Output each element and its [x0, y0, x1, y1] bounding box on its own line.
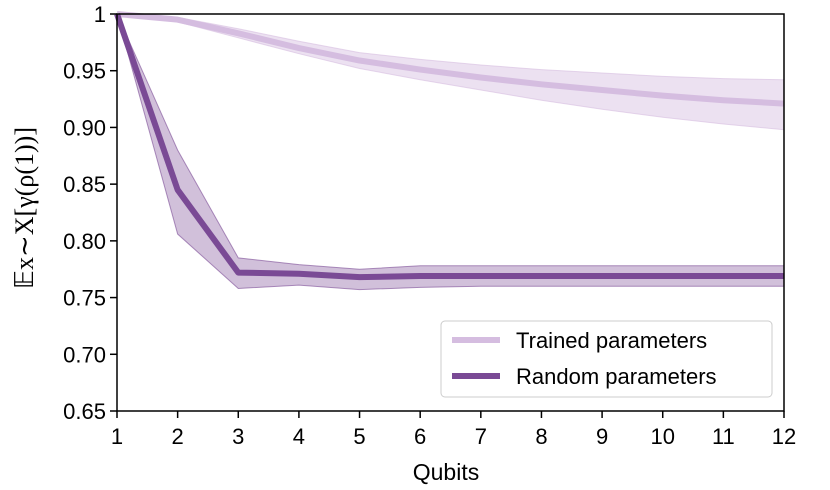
data-point-s0-5 — [358, 59, 362, 63]
series-lines — [114, 11, 785, 281]
x-tick-label-4: 4 — [293, 424, 305, 449]
data-point-s0-3 — [236, 31, 240, 35]
data-point-s0-8 — [539, 82, 543, 86]
y-tick-label-5: 0.90 — [63, 115, 106, 140]
y-axis-label: 𝔼x∼X[γ(ρ(1))] — [10, 127, 39, 289]
data-point-s0-10 — [661, 94, 665, 98]
x-tick-label-2: 2 — [172, 424, 184, 449]
data-point-s1-7 — [479, 274, 483, 278]
data-point-s1-9 — [600, 274, 604, 278]
x-tick-label-7: 7 — [475, 424, 487, 449]
data-point-s0-7 — [479, 76, 483, 80]
data-point-s1-10 — [661, 274, 665, 278]
y-tick-label-6: 0.95 — [63, 59, 106, 84]
data-point-s1-2 — [176, 188, 180, 192]
legend: Trained parameters Random parameters — [440, 320, 773, 398]
data-point-s0-9 — [600, 88, 604, 92]
data-point-s1-6 — [418, 274, 422, 278]
y-tick-label-3: 0.80 — [63, 229, 106, 254]
x-axis: 1 2 3 4 5 6 7 8 9 10 11 12 — [111, 411, 796, 449]
data-point-s1-4 — [297, 272, 301, 276]
plot-frame — [116, 13, 785, 412]
legend-label-random: Random parameters — [516, 364, 717, 389]
legend-label-trained: Trained parameters — [516, 328, 707, 353]
y-tick-label-2: 0.75 — [63, 286, 106, 311]
x-tick-label-9: 9 — [596, 424, 608, 449]
series-line-1 — [114, 13, 784, 281]
legend-box — [440, 320, 773, 398]
data-point-s0-11 — [721, 98, 725, 102]
x-axis-label: Qubits — [413, 459, 479, 485]
data-point-s1-5 — [358, 275, 362, 279]
x-tick-label-6: 6 — [414, 424, 426, 449]
y-axis: 0.65 0.70 0.75 0.80 0.85 0.90 0.95 1 — [63, 2, 117, 424]
x-tick-label-3: 3 — [232, 424, 244, 449]
x-tick-label-11: 11 — [712, 424, 735, 449]
y-tick-label-4: 0.85 — [63, 172, 106, 197]
x-tick-label-8: 8 — [535, 424, 547, 449]
x-tick-label-12: 12 — [772, 424, 796, 449]
series-line-0 — [116, 11, 785, 107]
x-tick-label-1: 1 — [111, 424, 123, 449]
data-point-s1-11 — [721, 274, 725, 278]
data-point-s1-8 — [539, 274, 543, 278]
data-point-s0-4 — [297, 46, 301, 50]
data-point-s0-6 — [418, 68, 422, 72]
x-tick-label-5: 5 — [353, 424, 365, 449]
x-tick-label-10: 10 — [650, 424, 674, 449]
data-point-s0-2 — [176, 18, 180, 22]
data-point-s1-3 — [236, 271, 240, 275]
y-tick-label-7: 1 — [94, 2, 106, 27]
y-tick-label-0: 0.65 — [63, 399, 106, 424]
y-tick-label-1: 0.70 — [63, 342, 106, 367]
